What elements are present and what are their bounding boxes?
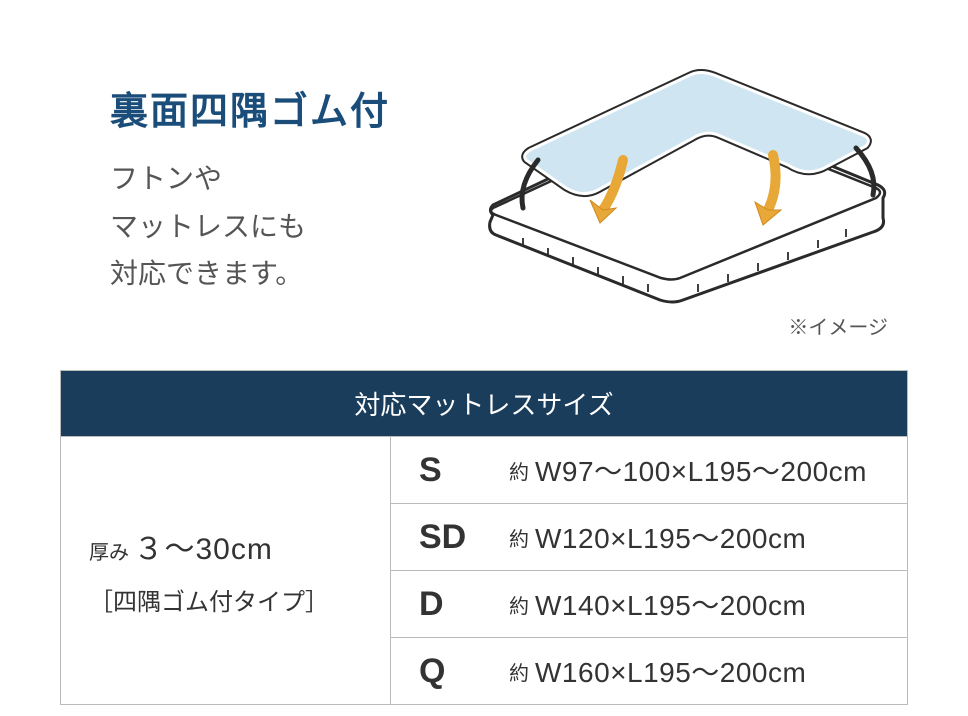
thickness-value: ３〜30cm bbox=[133, 533, 272, 566]
size-approx: 約 bbox=[509, 657, 529, 686]
mattress-illustration bbox=[468, 60, 898, 310]
size-row-q: Q 約 W160×L195〜200cm bbox=[391, 638, 908, 705]
size-row-s: S 約 W97〜100×L195〜200cm bbox=[391, 437, 908, 504]
size-code: SD bbox=[419, 518, 509, 557]
illustration-block: ※イメージ bbox=[468, 60, 898, 310]
size-code: S bbox=[419, 451, 509, 490]
size-code: D bbox=[419, 585, 509, 624]
type-label: ［四隅ゴム付タイプ］ bbox=[89, 582, 390, 617]
subtitle: フトンや マットレスにも 対応できます。 bbox=[110, 155, 390, 298]
thickness-label: 厚み bbox=[89, 542, 129, 564]
size-approx: 約 bbox=[509, 590, 529, 619]
subtitle-line-2: マットレスにも bbox=[110, 211, 306, 242]
size-table-section: 対応マットレスサイズ 厚み ３〜30cm ［四隅ゴム付タイプ］ S 約 W97〜… bbox=[60, 370, 908, 705]
page-title: 裏面四隅ゴム付 bbox=[110, 80, 390, 135]
top-section: 裏面四隅ゴム付 フトンや マットレスにも 対応できます。 bbox=[0, 0, 968, 310]
size-approx: 約 bbox=[509, 523, 529, 552]
size-row-sd: SD 約 W120×L195〜200cm bbox=[391, 504, 908, 571]
size-dim: W160×L195〜200cm bbox=[535, 651, 806, 691]
size-code: Q bbox=[419, 652, 509, 691]
size-dim: W140×L195〜200cm bbox=[535, 584, 806, 624]
subtitle-line-3: 対応できます。 bbox=[110, 258, 303, 289]
illustration-caption: ※イメージ bbox=[788, 311, 888, 340]
subtitle-line-1: フトンや bbox=[110, 163, 222, 194]
table-header: 対応マットレスサイズ bbox=[61, 371, 908, 437]
thickness-cell: 厚み ３〜30cm ［四隅ゴム付タイプ］ bbox=[61, 437, 391, 705]
size-approx: 約 bbox=[509, 456, 529, 485]
size-dim: W120×L195〜200cm bbox=[535, 517, 806, 557]
size-dim: W97〜100×L195〜200cm bbox=[535, 450, 867, 490]
size-row-d: D 約 W140×L195〜200cm bbox=[391, 571, 908, 638]
text-block: 裏面四隅ゴム付 フトンや マットレスにも 対応できます。 bbox=[110, 60, 390, 298]
size-table: 対応マットレスサイズ 厚み ３〜30cm ［四隅ゴム付タイプ］ S 約 W97〜… bbox=[60, 370, 908, 705]
